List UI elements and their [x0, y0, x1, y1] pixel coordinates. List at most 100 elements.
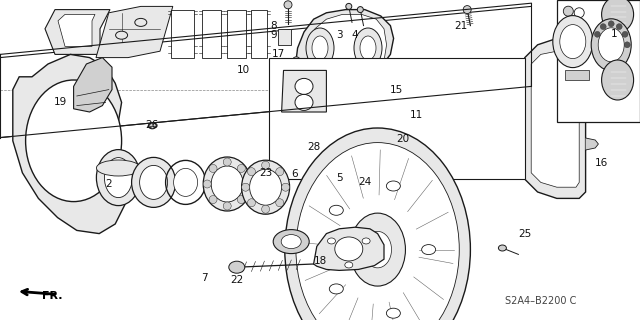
- Ellipse shape: [262, 161, 269, 169]
- Ellipse shape: [357, 7, 364, 12]
- Ellipse shape: [104, 158, 132, 198]
- Polygon shape: [96, 6, 173, 58]
- Ellipse shape: [431, 115, 436, 119]
- Ellipse shape: [282, 183, 290, 191]
- Polygon shape: [512, 106, 525, 118]
- Ellipse shape: [436, 84, 442, 89]
- Ellipse shape: [204, 180, 211, 188]
- Ellipse shape: [97, 160, 140, 176]
- Ellipse shape: [132, 157, 175, 207]
- Ellipse shape: [409, 84, 415, 89]
- Text: 9: 9: [271, 30, 277, 40]
- Text: 8: 8: [271, 20, 277, 31]
- Ellipse shape: [595, 31, 600, 37]
- Text: 1: 1: [611, 28, 618, 39]
- Polygon shape: [294, 10, 394, 86]
- Ellipse shape: [387, 308, 401, 318]
- Ellipse shape: [465, 91, 489, 127]
- Polygon shape: [314, 227, 384, 270]
- Text: 10: 10: [237, 65, 250, 76]
- Ellipse shape: [312, 36, 328, 60]
- Ellipse shape: [276, 199, 284, 207]
- Ellipse shape: [211, 166, 243, 202]
- Ellipse shape: [379, 73, 389, 84]
- Ellipse shape: [295, 94, 313, 110]
- Ellipse shape: [242, 160, 290, 214]
- Ellipse shape: [354, 28, 382, 68]
- Text: 17: 17: [272, 49, 285, 60]
- Ellipse shape: [390, 115, 397, 123]
- Ellipse shape: [406, 96, 413, 100]
- Polygon shape: [586, 138, 598, 150]
- Ellipse shape: [335, 237, 363, 261]
- Ellipse shape: [97, 150, 140, 206]
- Ellipse shape: [624, 42, 630, 48]
- Text: 23: 23: [259, 168, 272, 178]
- Ellipse shape: [116, 31, 127, 39]
- Ellipse shape: [345, 262, 353, 268]
- Ellipse shape: [409, 107, 415, 111]
- Ellipse shape: [328, 238, 335, 244]
- Ellipse shape: [295, 78, 313, 94]
- Ellipse shape: [248, 199, 255, 207]
- Text: 19: 19: [54, 97, 67, 108]
- Ellipse shape: [285, 128, 470, 320]
- Ellipse shape: [438, 96, 445, 100]
- Ellipse shape: [209, 196, 217, 204]
- Ellipse shape: [616, 24, 622, 30]
- Ellipse shape: [296, 143, 460, 320]
- Text: FR.: FR.: [42, 291, 62, 301]
- Ellipse shape: [250, 169, 282, 205]
- Ellipse shape: [223, 202, 231, 210]
- Ellipse shape: [406, 70, 445, 126]
- Ellipse shape: [602, 60, 634, 100]
- Ellipse shape: [431, 76, 436, 81]
- Ellipse shape: [574, 8, 584, 18]
- Ellipse shape: [237, 164, 245, 172]
- Text: 28: 28: [307, 142, 320, 152]
- Ellipse shape: [273, 230, 309, 253]
- Ellipse shape: [499, 245, 506, 251]
- Ellipse shape: [591, 19, 631, 71]
- Text: 26: 26: [146, 120, 159, 130]
- Polygon shape: [13, 54, 125, 234]
- Ellipse shape: [442, 86, 467, 122]
- Text: 11: 11: [410, 110, 422, 120]
- Polygon shape: [531, 51, 579, 187]
- Ellipse shape: [422, 118, 429, 122]
- Ellipse shape: [330, 284, 343, 294]
- Polygon shape: [58, 14, 95, 46]
- Text: 22: 22: [230, 275, 243, 285]
- Ellipse shape: [455, 120, 467, 130]
- Ellipse shape: [204, 157, 252, 211]
- Ellipse shape: [350, 213, 406, 286]
- Ellipse shape: [457, 81, 497, 137]
- Ellipse shape: [346, 4, 352, 9]
- Polygon shape: [278, 29, 291, 45]
- Ellipse shape: [598, 28, 624, 62]
- Ellipse shape: [415, 115, 420, 119]
- Text: 25: 25: [518, 228, 531, 239]
- Ellipse shape: [237, 196, 245, 204]
- Text: 16: 16: [595, 158, 608, 168]
- Text: 21: 21: [454, 20, 467, 31]
- Ellipse shape: [463, 6, 471, 14]
- Polygon shape: [586, 106, 598, 118]
- Text: 15: 15: [390, 84, 403, 95]
- Polygon shape: [269, 58, 525, 179]
- Text: S2A4–B2200 C: S2A4–B2200 C: [505, 296, 577, 306]
- Ellipse shape: [306, 98, 322, 110]
- Ellipse shape: [413, 80, 438, 116]
- Polygon shape: [282, 70, 326, 112]
- Ellipse shape: [281, 235, 301, 249]
- Ellipse shape: [553, 16, 593, 68]
- Ellipse shape: [276, 168, 284, 176]
- Text: 4: 4: [352, 30, 358, 40]
- Ellipse shape: [608, 21, 614, 27]
- Polygon shape: [45, 10, 110, 54]
- Polygon shape: [525, 38, 586, 198]
- Ellipse shape: [360, 36, 376, 60]
- Ellipse shape: [242, 183, 250, 191]
- Ellipse shape: [135, 19, 147, 27]
- Text: 2: 2: [106, 179, 112, 189]
